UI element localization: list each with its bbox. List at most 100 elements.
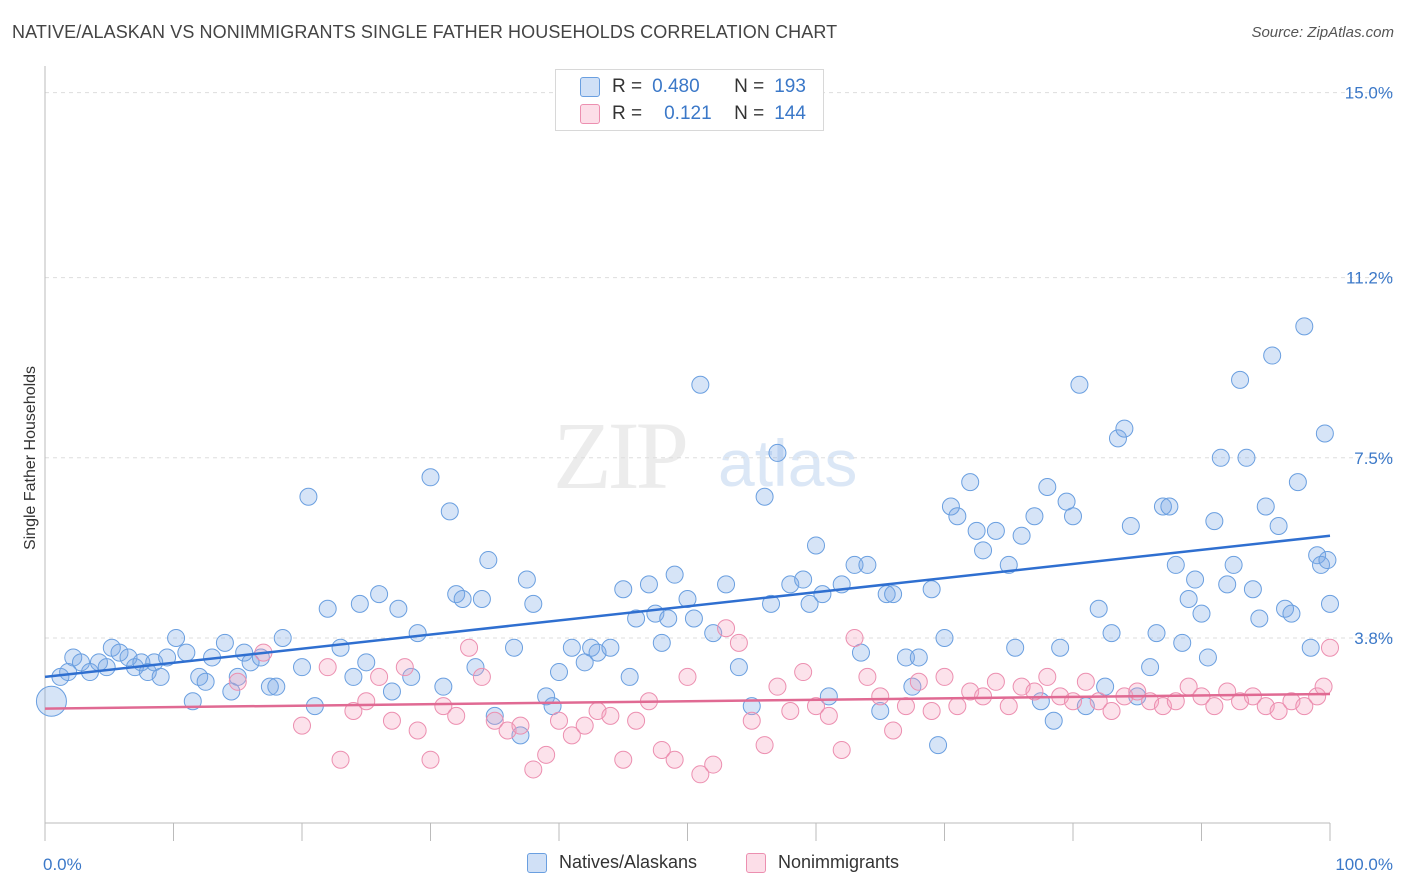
watermark-zip: ZIP bbox=[553, 402, 689, 509]
y-tick-label: 7.5% bbox=[1354, 449, 1393, 468]
nonimmigrant-point bbox=[537, 745, 556, 764]
natives-point bbox=[1250, 609, 1269, 628]
natives-point bbox=[408, 624, 427, 643]
natives-trend-line bbox=[44, 534, 1331, 679]
natives-point bbox=[293, 658, 311, 677]
legend-row-nonimmigrants: R = 0.121 N = 144 bbox=[580, 102, 806, 126]
natives-point bbox=[1186, 570, 1205, 589]
nonimmigrant-point bbox=[601, 706, 620, 725]
natives-point bbox=[1308, 546, 1327, 565]
natives-point bbox=[485, 706, 504, 725]
natives-point bbox=[517, 570, 536, 589]
nonimmigrant-point bbox=[1308, 687, 1327, 706]
nonimmigrant-point bbox=[1166, 692, 1185, 711]
natives-point bbox=[742, 697, 761, 716]
natives-point bbox=[1038, 478, 1057, 497]
natives-point bbox=[1301, 638, 1320, 657]
natives-point bbox=[1295, 317, 1314, 336]
nonimmigrant-point bbox=[704, 755, 723, 774]
nonimmigrants-r-value: 0.121 bbox=[664, 103, 712, 124]
natives-point bbox=[1121, 516, 1140, 535]
y-tick-label: 15.0% bbox=[1345, 84, 1393, 103]
tick-labels: 3.8% 7.5% 11.2% 15.0% 0.0% 100.0% bbox=[43, 84, 1393, 874]
natives-point bbox=[1318, 551, 1337, 570]
nonimmigrant-point bbox=[974, 687, 993, 706]
nonimmigrant-point bbox=[922, 702, 941, 721]
natives-point bbox=[524, 594, 543, 613]
nonimmigrant-point bbox=[228, 672, 247, 691]
nonimmigrants-legend-swatch bbox=[746, 852, 766, 873]
natives-point bbox=[717, 575, 736, 594]
natives-point bbox=[1263, 346, 1282, 365]
nonimmigrants-swatch bbox=[580, 104, 600, 124]
natives-point bbox=[331, 638, 350, 657]
natives-point bbox=[196, 672, 215, 691]
r-label: R = bbox=[612, 76, 643, 97]
natives-point bbox=[1153, 497, 1172, 516]
natives-point bbox=[909, 648, 928, 667]
nonimmigrant-point bbox=[729, 633, 748, 652]
natives-point bbox=[800, 594, 819, 613]
natives-point bbox=[1205, 512, 1224, 531]
nonimmigrant-point bbox=[562, 726, 581, 745]
natives-point bbox=[1089, 599, 1108, 618]
natives-point bbox=[1282, 604, 1301, 623]
natives-point bbox=[845, 555, 864, 574]
nonimmigrant-point bbox=[768, 677, 787, 696]
natives-point bbox=[794, 570, 813, 589]
nonimmigrant-point bbox=[1314, 677, 1333, 696]
natives-point bbox=[729, 658, 748, 677]
natives-point bbox=[627, 609, 646, 628]
nonimmigrant-point bbox=[652, 740, 671, 759]
natives-point bbox=[260, 677, 279, 696]
natives-point bbox=[967, 521, 986, 540]
natives-point bbox=[97, 658, 116, 677]
correlation-legend: R = 0.480 N = 193 R = 0.121 N = 144 bbox=[555, 69, 824, 131]
nonimmigrant-point bbox=[665, 750, 684, 769]
natives-point bbox=[941, 497, 960, 516]
nonimmigrant-point bbox=[1064, 692, 1082, 711]
nonimmigrant-point bbox=[331, 750, 350, 769]
natives-point bbox=[665, 565, 684, 584]
nonimmigrant-point bbox=[370, 667, 389, 686]
legend-item-natives: Natives/Alaskans bbox=[527, 852, 697, 873]
natives-point bbox=[1064, 507, 1082, 526]
nonimmigrant-point bbox=[485, 711, 504, 730]
source-label: Source: ZipAtlas.com bbox=[1251, 24, 1394, 41]
nonimmigrant-point bbox=[999, 697, 1018, 716]
natives-point bbox=[183, 692, 202, 711]
natives-n-value: 193 bbox=[774, 76, 806, 97]
natives-point bbox=[1012, 526, 1031, 545]
natives-point bbox=[215, 633, 234, 652]
nonimmigrant-point bbox=[472, 667, 491, 686]
natives-point bbox=[370, 585, 389, 604]
natives-point bbox=[71, 653, 90, 672]
natives-point bbox=[1198, 648, 1217, 667]
natives-point bbox=[1243, 580, 1262, 599]
data-points bbox=[35, 317, 1339, 784]
nonimmigrant-point bbox=[1076, 672, 1095, 691]
natives-point bbox=[1025, 507, 1044, 526]
natives-point bbox=[1231, 370, 1250, 389]
natives-point bbox=[1211, 448, 1230, 467]
nonimmigrant-point bbox=[807, 697, 825, 716]
natives-point bbox=[929, 736, 948, 755]
nonimmigrant-point bbox=[434, 697, 453, 716]
natives-point bbox=[267, 677, 286, 696]
natives-point bbox=[935, 628, 954, 647]
natives-point bbox=[639, 575, 658, 594]
natives-point bbox=[479, 551, 498, 570]
nonimmigrant-point bbox=[627, 711, 646, 730]
natives-point bbox=[177, 643, 196, 662]
nonimmigrant-point bbox=[909, 672, 928, 691]
nonimmigrant-point bbox=[344, 702, 363, 721]
nonimmigrant-point bbox=[1321, 638, 1339, 657]
x-tick-label: 100.0% bbox=[1335, 855, 1393, 874]
natives-point bbox=[1115, 419, 1134, 438]
natives-point bbox=[1218, 575, 1237, 594]
natives-point bbox=[1315, 424, 1334, 443]
nonimmigrant-point bbox=[575, 716, 594, 735]
watermark-atlas: atlas bbox=[718, 426, 858, 500]
natives-point bbox=[434, 677, 453, 696]
nonimmigrant-point bbox=[1025, 682, 1044, 701]
